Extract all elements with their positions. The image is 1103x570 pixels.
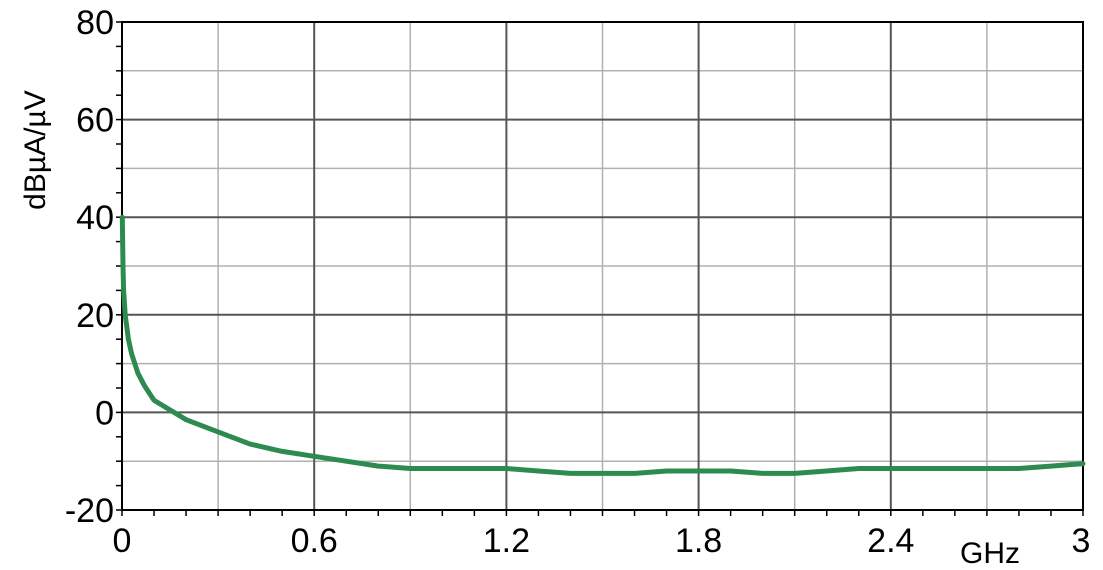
x-tick-label: 0: [113, 522, 132, 560]
x-tick-label: 1.8: [675, 522, 722, 560]
major-gridlines: [122, 22, 1083, 510]
x-tick-label: 2.4: [867, 522, 914, 560]
x-tick-label: 0.6: [291, 522, 338, 560]
minor-gridlines: [122, 22, 1083, 510]
y-tick-label: 60: [76, 102, 114, 140]
y-axis-label: dBµA/µV: [19, 90, 52, 210]
x-tick-label: 3: [1072, 522, 1091, 560]
y-tick-label: 20: [76, 297, 114, 335]
x-tick-labels: 0 0.6 1.2 1.8 2.4 3: [113, 522, 1091, 560]
series-line: [119, 214, 1086, 476]
y-tick-label: -20: [65, 492, 114, 530]
x-tick-label: 1.2: [483, 522, 530, 560]
y-tick-label: 0: [95, 394, 114, 432]
y-tick-label: 80: [76, 4, 114, 42]
minor-tick-marks: [116, 21, 1084, 516]
x-axis-label: GHz: [960, 537, 1020, 570]
y-tick-label: 40: [76, 199, 114, 237]
y-tick-labels: -20 0 20 40 60 80: [65, 4, 114, 530]
